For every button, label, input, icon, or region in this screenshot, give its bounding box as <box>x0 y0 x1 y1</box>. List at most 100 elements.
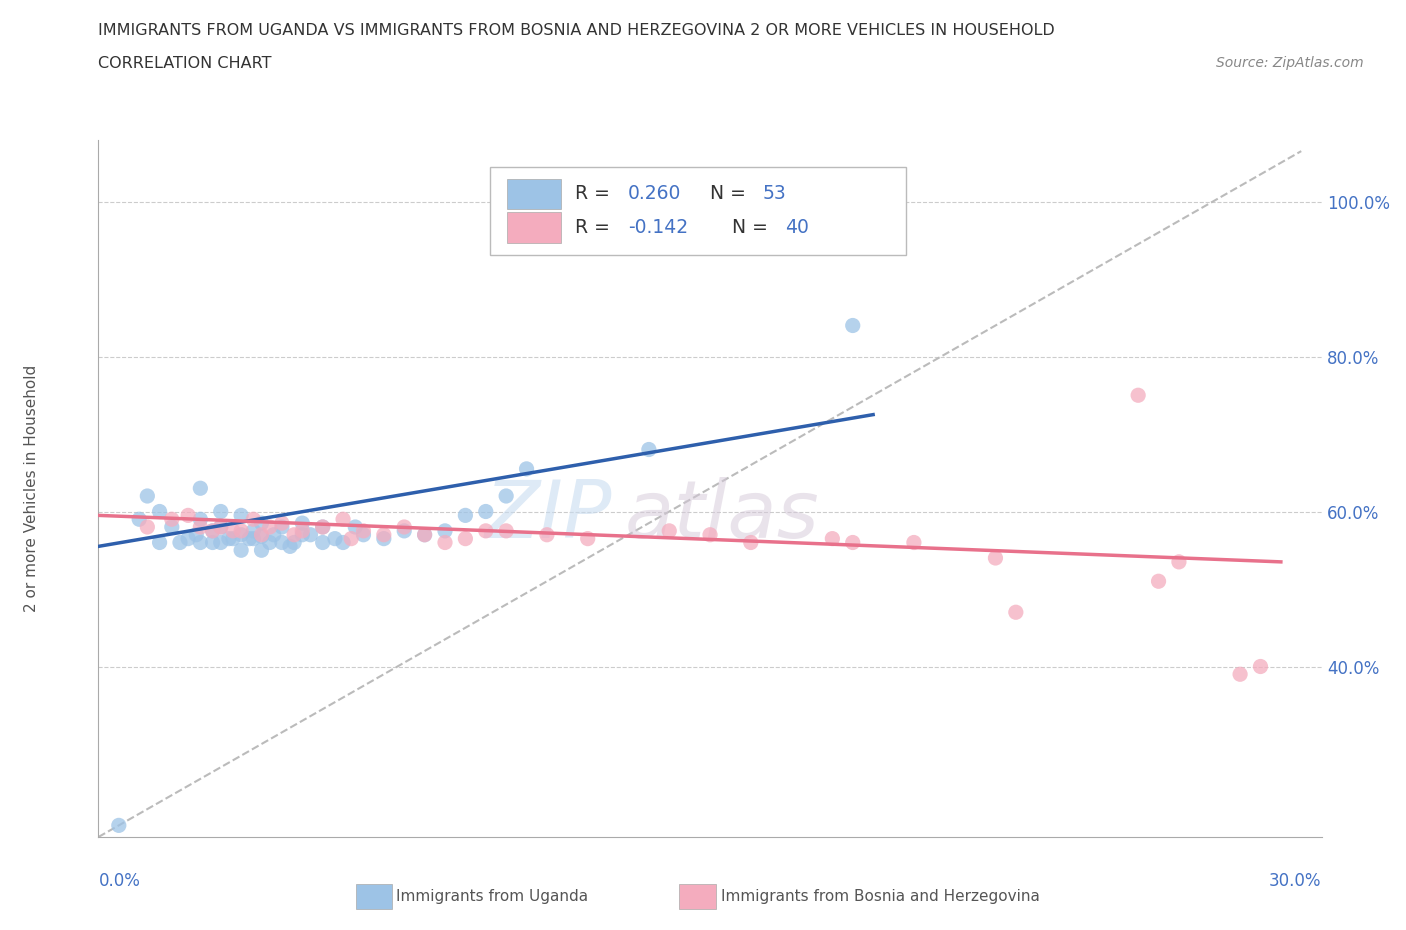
Point <box>312 520 335 535</box>
Point <box>270 516 294 531</box>
Point <box>283 527 305 542</box>
Point <box>454 531 477 546</box>
Text: N =: N = <box>710 184 752 204</box>
Point <box>1004 604 1026 619</box>
Point <box>373 531 395 546</box>
Text: 2 or more Vehicles in Household: 2 or more Vehicles in Household <box>24 365 38 612</box>
Point <box>638 442 661 457</box>
Point <box>160 512 183 526</box>
Point <box>344 520 367 535</box>
Point <box>177 531 200 546</box>
Point <box>516 461 538 476</box>
Point <box>242 524 264 538</box>
Point <box>201 535 224 550</box>
Point <box>209 504 232 519</box>
Point <box>169 535 191 550</box>
Point <box>250 543 273 558</box>
Point <box>188 481 212 496</box>
Point <box>299 527 322 542</box>
Point <box>149 504 172 519</box>
Point <box>392 520 416 535</box>
Point <box>222 524 245 538</box>
Point <box>283 535 305 550</box>
Point <box>231 508 253 523</box>
Text: 0.260: 0.260 <box>628 184 682 204</box>
Point <box>218 531 240 546</box>
Text: -0.142: -0.142 <box>628 218 688 237</box>
Point <box>454 508 477 523</box>
Point <box>536 527 558 542</box>
Text: 30.0%: 30.0% <box>1270 872 1322 890</box>
Point <box>259 520 281 535</box>
Text: atlas: atlas <box>624 477 820 555</box>
Point <box>136 520 159 535</box>
Point <box>188 512 212 526</box>
Text: Immigrants from Bosnia and Herzegovina: Immigrants from Bosnia and Herzegovina <box>721 889 1040 904</box>
Point <box>984 551 1007 565</box>
Text: 0.0%: 0.0% <box>98 872 141 890</box>
Point <box>323 531 346 546</box>
Point <box>231 543 253 558</box>
Point <box>108 818 131 833</box>
Point <box>413 527 436 542</box>
Text: 53: 53 <box>762 184 786 204</box>
Point <box>231 527 253 542</box>
FancyBboxPatch shape <box>508 212 561 243</box>
Point <box>352 524 374 538</box>
Point <box>128 512 150 526</box>
Point <box>160 520 183 535</box>
Text: Source: ZipAtlas.com: Source: ZipAtlas.com <box>1216 56 1364 70</box>
Point <box>576 531 599 546</box>
Point <box>332 535 354 550</box>
Point <box>495 488 517 503</box>
Point <box>392 524 416 538</box>
Text: ZIP: ZIP <box>485 477 612 555</box>
Point <box>149 535 172 550</box>
Point <box>278 539 301 554</box>
Point <box>209 520 232 535</box>
Point <box>209 520 232 535</box>
Point <box>332 512 354 526</box>
Point <box>474 504 498 519</box>
Point <box>186 527 208 542</box>
Point <box>903 535 925 550</box>
Point <box>238 531 260 546</box>
Point <box>291 516 314 531</box>
Point <box>270 520 294 535</box>
Point <box>1128 388 1150 403</box>
FancyBboxPatch shape <box>489 167 905 255</box>
Point <box>413 527 436 542</box>
Point <box>242 531 264 546</box>
Point <box>136 488 159 503</box>
Point <box>340 531 363 546</box>
Point <box>250 527 273 542</box>
Point <box>188 520 212 535</box>
Point <box>188 535 212 550</box>
Text: 40: 40 <box>785 218 808 237</box>
Text: CORRELATION CHART: CORRELATION CHART <box>98 56 271 71</box>
Text: R =: R = <box>575 218 616 237</box>
Point <box>1249 659 1271 674</box>
Point <box>1167 554 1189 569</box>
Point <box>231 524 253 538</box>
Text: Immigrants from Uganda: Immigrants from Uganda <box>396 889 589 904</box>
Point <box>658 524 681 538</box>
Point <box>250 529 273 544</box>
Point <box>259 535 281 550</box>
Point <box>434 535 457 550</box>
Point <box>373 527 395 542</box>
Point <box>201 524 224 538</box>
Point <box>201 524 224 538</box>
Point <box>699 527 721 542</box>
Point <box>291 524 314 538</box>
FancyBboxPatch shape <box>508 179 561 209</box>
Point <box>312 520 335 535</box>
Point <box>474 524 498 538</box>
Point <box>1147 574 1170 589</box>
Text: IMMIGRANTS FROM UGANDA VS IMMIGRANTS FROM BOSNIA AND HERZEGOVINA 2 OR MORE VEHIC: IMMIGRANTS FROM UGANDA VS IMMIGRANTS FRO… <box>98 23 1054 38</box>
Point <box>312 535 335 550</box>
Point <box>434 524 457 538</box>
Point <box>250 516 273 531</box>
Point <box>270 535 294 550</box>
Point <box>495 524 517 538</box>
